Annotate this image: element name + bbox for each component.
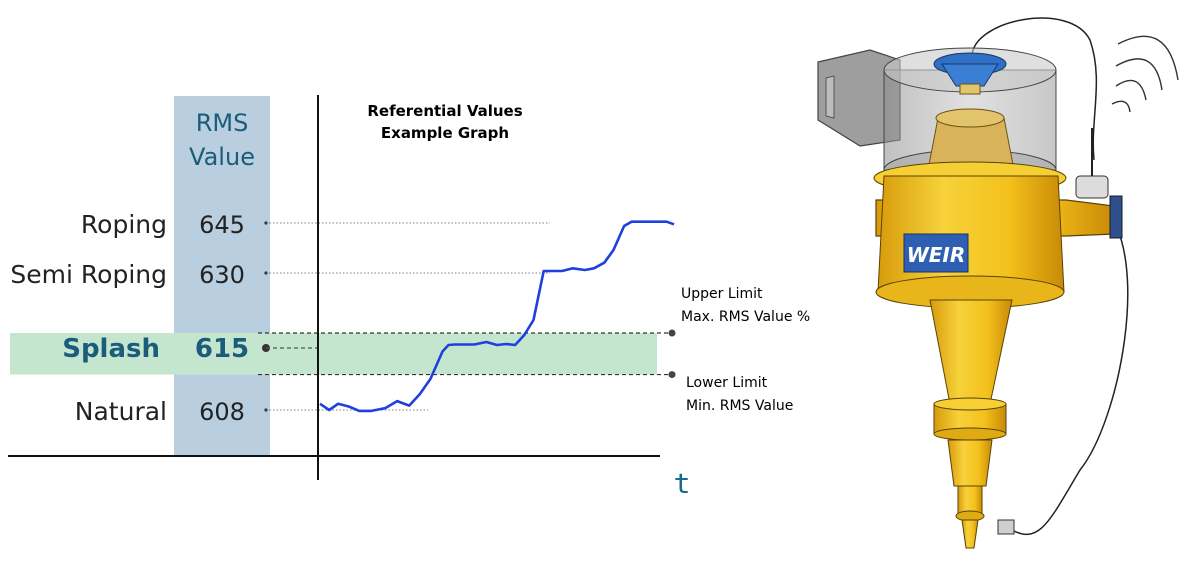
lower-limit-label-line-1: Lower Limit — [686, 375, 768, 391]
level-value-630: 630 — [199, 261, 245, 289]
rms-header-line-1: RMS — [196, 109, 249, 137]
weir-logo: WEIR — [903, 233, 969, 273]
level-label-natural: Natural — [75, 397, 167, 426]
level-label-roping: Roping — [81, 210, 167, 239]
upper-limit-label-line-1: Upper Limit — [681, 286, 763, 302]
lower-limit-label-line-2: Min. RMS Value — [686, 398, 793, 414]
sensor-cable — [971, 17, 1098, 161]
chart-title: Referential Values — [367, 102, 522, 120]
sensor-cable-lower — [1011, 209, 1129, 536]
series-line-0 — [319, 220, 675, 413]
x-axis-label: t — [674, 467, 691, 500]
level-value-608: 608 — [199, 398, 245, 426]
rms-header-line-2: Value — [189, 143, 255, 171]
hydrocyclone-illustration: WEIR — [817, 17, 1179, 549]
level-label-splash: Splash — [62, 334, 160, 364]
chart-subtitle: Example Graph — [381, 124, 509, 142]
level-value-645: 645 — [199, 211, 245, 239]
level-value-615: 615 — [195, 334, 249, 364]
rms-value-column — [174, 96, 270, 455]
svg-text:WEIR: WEIR — [907, 243, 966, 267]
upper-limit-marker — [668, 329, 676, 337]
splash-band — [10, 333, 657, 375]
level-label-semi-roping: Semi Roping — [10, 260, 167, 289]
lower-limit-marker — [668, 371, 676, 379]
wireless-signal-icon — [1111, 35, 1179, 113]
upper-limit-label-line-2: Max. RMS Value % — [681, 309, 810, 325]
